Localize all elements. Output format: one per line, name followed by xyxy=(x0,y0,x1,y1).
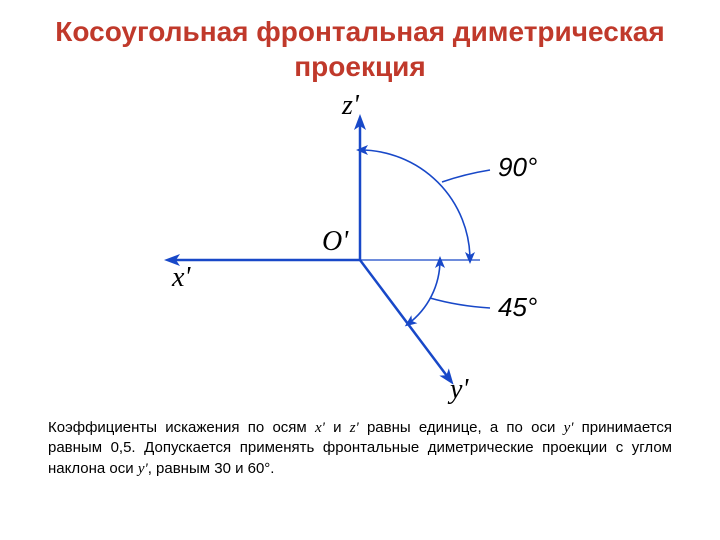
projection-diagram: z' x' y' O' 90° 45° xyxy=(110,90,610,410)
leader-45 xyxy=(430,298,490,308)
leader-90 xyxy=(442,170,490,182)
label-x: x' xyxy=(171,262,191,293)
label-z: z' xyxy=(341,90,360,121)
axis-y xyxy=(360,260,450,380)
angle-arc-45 xyxy=(408,260,440,324)
caption-text: Коэффициенты искажения по осям x' и z' р… xyxy=(0,410,720,479)
angle-arc-90 xyxy=(360,150,470,260)
label-y: y' xyxy=(447,374,469,405)
label-origin: O' xyxy=(322,226,349,257)
angle-label-90: 90° xyxy=(498,152,537,182)
page-title: Косоугольная фронтальная диметрическая п… xyxy=(0,14,720,84)
angle-label-45: 45° xyxy=(498,292,537,322)
diagram-container: z' x' y' O' 90° 45° xyxy=(0,90,720,410)
